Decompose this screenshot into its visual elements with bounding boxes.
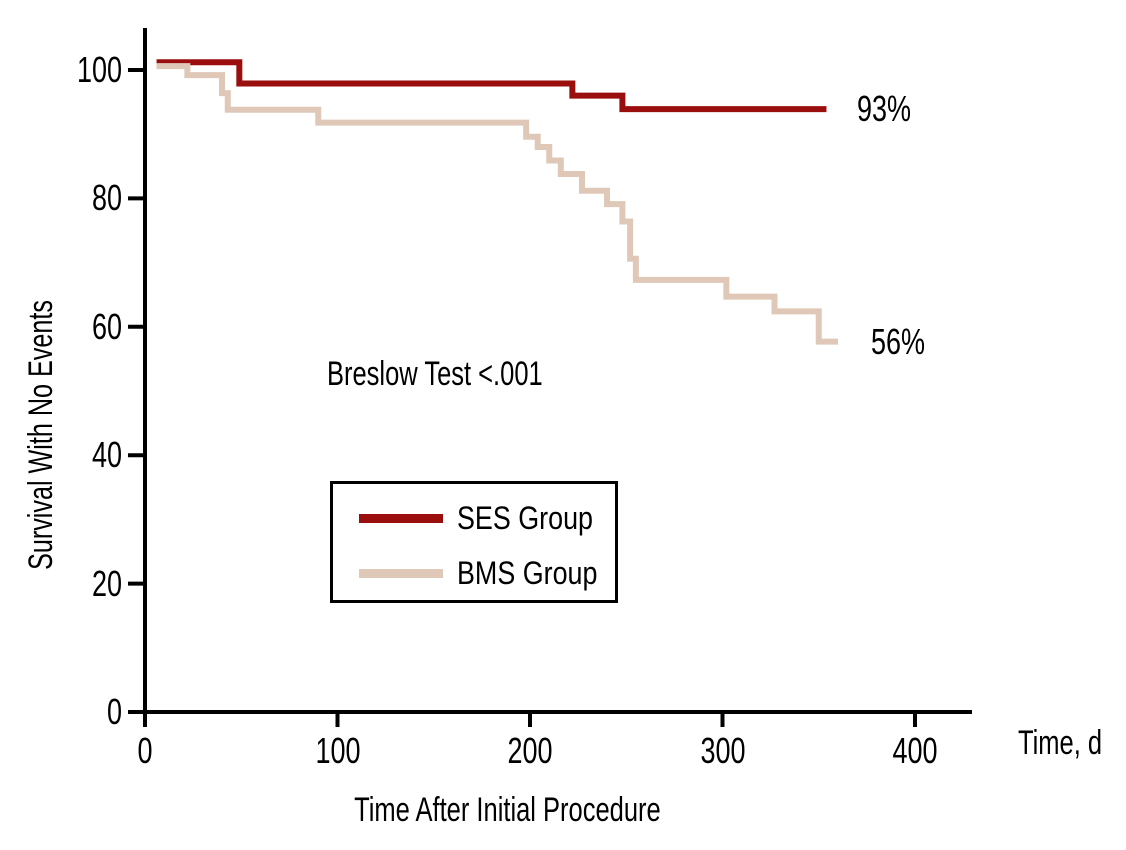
y-tick-label-80: 80	[91, 177, 122, 218]
ses-legend-label: SES Group	[457, 500, 593, 536]
x-tick-label-0: 0	[137, 730, 153, 771]
ses-group-curve	[156, 59, 827, 113]
x-tick-label-300: 300	[700, 730, 746, 771]
x-tick-label-200: 200	[507, 730, 553, 771]
bms-group-curve	[156, 63, 838, 345]
legend-box: SES Group BMS Group	[330, 481, 618, 603]
bms-legend-label: BMS Group	[457, 555, 598, 591]
bms-legend-swatch	[359, 569, 443, 578]
y-tick-label-60: 60	[91, 306, 122, 347]
x-axis-title: Time After Initial Procedure	[354, 791, 661, 829]
y-tick-label-20: 20	[91, 563, 122, 604]
bms-end-percent-label: 56%	[871, 321, 926, 362]
ses-legend-swatch	[359, 514, 443, 523]
y-tick-label-0: 0	[106, 691, 122, 732]
ses-end-percent-label: 93%	[857, 88, 912, 129]
y-tick-label-40: 40	[91, 434, 122, 475]
x-tick-label-400: 400	[892, 730, 938, 771]
y-tick-label-100: 100	[76, 49, 122, 90]
x-tick-label-100: 100	[315, 730, 361, 771]
x-axis-unit-label: Time, d	[1018, 724, 1103, 762]
breslow-test-annotation: Breslow Test <.001	[327, 355, 543, 393]
